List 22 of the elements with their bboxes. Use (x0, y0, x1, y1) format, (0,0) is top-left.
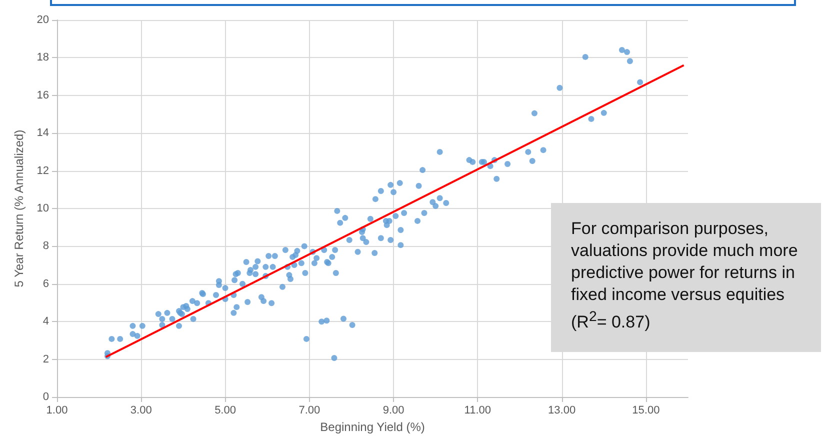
y-tick-label: 6 (42, 278, 49, 290)
x-tick-label: 15.00 (632, 404, 660, 416)
y-tick-label: 10 (36, 202, 49, 214)
y-tick-label: 8 (42, 240, 49, 252)
y-tick-label: 20 (36, 14, 49, 26)
y-tick-label: 12 (36, 164, 49, 177)
y-tick-label: 14 (36, 127, 49, 140)
y-tick-label: 16 (36, 89, 49, 102)
x-tick-label: 3.00 (130, 404, 152, 416)
x-tick-label: 11.00 (464, 404, 492, 416)
x-tick-label: 1.00 (46, 404, 68, 416)
y-tick-label: 18 (36, 52, 49, 64)
x-tick-label: 9.00 (382, 404, 404, 416)
x-axis-title: Beginning Yield (%) (320, 420, 425, 434)
x-tick-label: 5.00 (214, 404, 236, 416)
x-tick-label: 7.00 (298, 404, 320, 416)
y-tick-label: 0 (42, 391, 49, 403)
x-tick-label: 13.00 (548, 404, 576, 416)
annotation: For comparison purposes, valuations provide much more predictive power for returns in fixed income versus equities (R$^{2}$= 0.87) (571, 218, 799, 334)
y-tick-label: 4 (42, 316, 49, 328)
y-axis-title: 5 Year Return (% Annualized) (12, 130, 26, 288)
y-tick-label: 2 (42, 353, 49, 366)
